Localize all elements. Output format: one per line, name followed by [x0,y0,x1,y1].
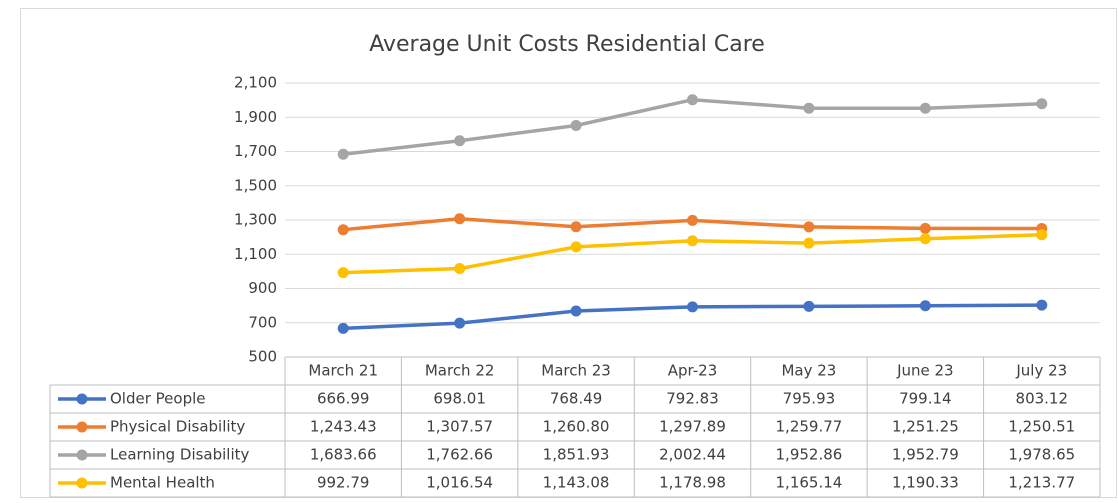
table-cell: 1,851.93 [543,446,610,464]
y-tick-label: 1,700 [234,142,277,160]
y-tick-label: 2,100 [234,74,277,92]
table-cell: 803.12 [1016,390,1069,408]
point [337,322,349,334]
x-tick-label: June 23 [896,362,954,380]
table-cell: 2,002.44 [659,446,726,464]
point [803,237,815,249]
point [570,305,582,317]
y-tick-label: 1,100 [234,245,277,263]
legend-marker [76,477,88,489]
table-cell: 1,260.80 [543,418,610,436]
x-tick-label: Apr-23 [668,362,718,380]
table-cell: 992.79 [317,474,370,492]
point [454,263,466,275]
legend-label: Learning Disability [110,446,250,464]
point [687,235,698,247]
table-cell: 666.99 [317,390,370,408]
point [337,224,349,236]
table-cell: 799.14 [899,390,952,408]
chart-border [20,8,1117,498]
y-tick-label: 500 [248,348,277,366]
table-cell: 1,297.89 [659,418,726,436]
point [454,317,466,329]
point [337,267,349,279]
x-tick-label: July 23 [1015,362,1067,380]
point [1036,229,1048,241]
legend-label: Physical Disability [110,418,245,436]
point [337,148,349,160]
y-tick-label: 1,900 [234,108,277,126]
point [803,300,815,312]
point [570,241,582,253]
table-cell: 1,978.65 [1008,446,1075,464]
legend-marker [76,421,88,433]
legend-marker [76,449,88,461]
table-cell: 1,952.86 [776,446,843,464]
chart-title: Average Unit Costs Residential Care [369,32,765,57]
table-cell: 1,307.57 [426,418,493,436]
point [803,221,815,233]
legend-label: Mental Health [110,474,215,492]
table-cell: 1,143.08 [543,474,610,492]
table-cell: 1,213.77 [1008,474,1075,492]
point [1036,299,1048,311]
table-cell: 1,251.25 [892,418,959,436]
x-tick-label: March 22 [425,362,495,380]
table-cell: 768.49 [550,390,603,408]
table-cell: 1,243.43 [310,418,377,436]
table-cell: 1,259.77 [776,418,843,436]
table-cell: 698.01 [433,390,486,408]
legend-marker [76,393,88,405]
table-cell: 1,190.33 [892,474,959,492]
point [454,135,466,147]
point [687,94,698,106]
point [570,221,582,233]
table-cell: 1,762.66 [426,446,493,464]
x-tick-label: May 23 [781,362,836,380]
point [919,102,931,114]
point [687,214,698,226]
x-tick-label: March 23 [541,362,611,380]
table-cell: 795.93 [783,390,836,408]
point [687,301,698,313]
y-tick-label: 1,300 [234,211,277,229]
point [919,233,931,245]
y-tick-label: 700 [248,313,277,331]
point [454,213,466,225]
legend-label: Older People [110,390,206,408]
y-tick-label: 1,500 [234,176,277,194]
table-cell: 792.83 [666,390,719,408]
point [919,300,931,312]
point [570,119,582,131]
y-tick-label: 900 [248,279,277,297]
point [803,102,815,114]
point [919,222,931,234]
x-tick-label: March 21 [308,362,378,380]
point [1036,98,1048,110]
table-cell: 1,952.79 [892,446,959,464]
table-cell: 1,016.54 [426,474,493,492]
table-cell: 1,178.98 [659,474,726,492]
table-cell: 1,165.14 [776,474,843,492]
table-cell: 1,683.66 [310,446,377,464]
table-cell: 1,250.51 [1008,418,1075,436]
